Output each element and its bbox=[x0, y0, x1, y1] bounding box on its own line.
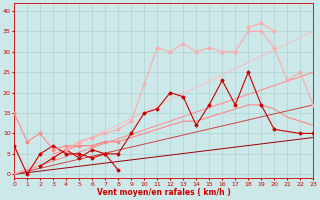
X-axis label: Vent moyen/en rafales ( km/h ): Vent moyen/en rafales ( km/h ) bbox=[97, 188, 230, 197]
